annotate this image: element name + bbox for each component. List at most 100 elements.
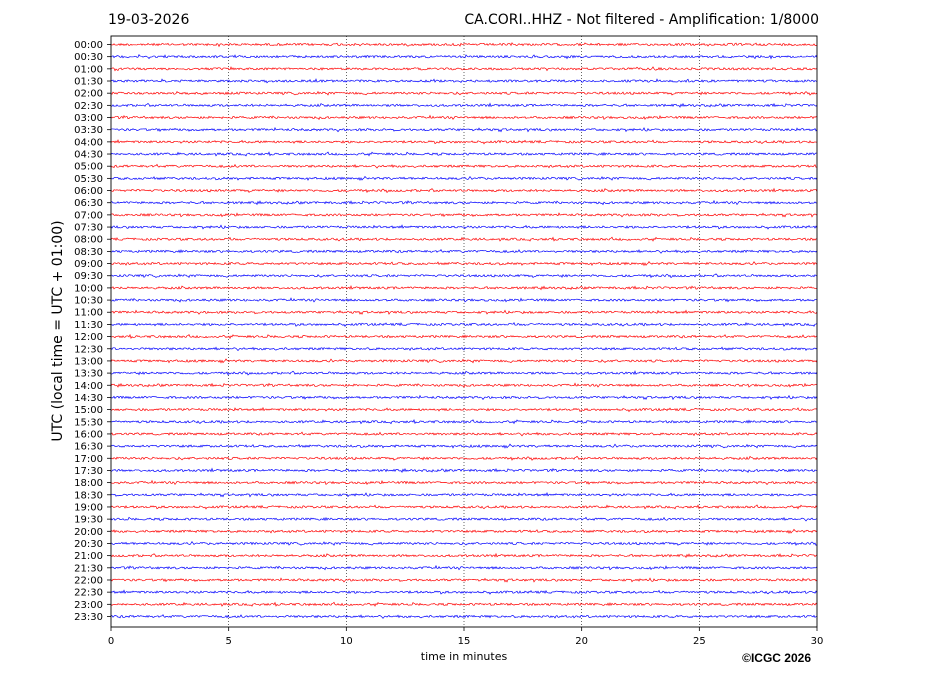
trace-line <box>110 443 818 449</box>
trace-line <box>110 78 818 84</box>
trace-line <box>110 358 818 364</box>
trace-line <box>110 431 818 437</box>
trace-line <box>110 504 818 510</box>
date-label: 19-03-2026 <box>108 12 190 28</box>
y-tick-label: 12:30 <box>74 344 103 355</box>
trace-line <box>110 224 818 230</box>
trace-line <box>110 346 818 352</box>
y-tick-label: 16:30 <box>74 442 103 453</box>
y-tick-label: 00:30 <box>74 52 103 63</box>
y-tick-label: 06:00 <box>74 186 103 197</box>
y-tick-label: 23:00 <box>74 600 103 611</box>
trace-line <box>110 577 818 583</box>
y-tick-label: 16:00 <box>74 429 103 440</box>
y-tick-label: 04:00 <box>74 137 103 148</box>
trace-line <box>110 321 818 328</box>
trace-line <box>110 127 818 133</box>
y-tick-label: 22:30 <box>74 588 103 599</box>
y-axis-label: UTC (local time = UTC + 01:00) <box>50 220 66 442</box>
y-tick-label: 22:00 <box>74 575 103 586</box>
plot-frame <box>110 35 818 628</box>
trace-line <box>110 394 818 401</box>
trace-line <box>110 479 818 486</box>
y-tick-label: 20:30 <box>74 539 103 550</box>
y-tick-label: 06:30 <box>74 198 103 209</box>
trace-line <box>110 212 818 218</box>
y-tick-label: 04:30 <box>74 150 103 161</box>
trace-line <box>110 66 818 72</box>
trace-line <box>110 102 818 108</box>
copyright-label: ©ICGC 2026 <box>742 651 811 665</box>
trace-line <box>110 541 818 547</box>
y-tick-label: 18:30 <box>74 490 103 501</box>
x-tick-label: 5 <box>225 636 231 647</box>
trace-line <box>110 248 818 254</box>
x-tick-label: 25 <box>693 636 706 647</box>
y-tick-label: 15:30 <box>74 417 103 428</box>
trace-line <box>110 139 818 145</box>
trace-line <box>110 467 818 474</box>
y-tick-label: 23:30 <box>74 612 103 623</box>
trace-line <box>110 601 818 607</box>
trace-line <box>110 90 818 96</box>
trace-line <box>110 528 818 534</box>
y-tick-label: 02:00 <box>74 89 103 100</box>
y-tick-label: 03:00 <box>74 113 103 124</box>
y-tick-label: 08:00 <box>74 235 103 246</box>
y-tick-label: 17:30 <box>74 466 103 477</box>
trace-line <box>110 455 818 461</box>
trace-line <box>110 406 818 413</box>
y-tick-label: 10:00 <box>74 283 103 294</box>
y-tick-label: 19:30 <box>74 515 103 526</box>
x-tick-label: 30 <box>811 636 824 647</box>
y-tick-label: 01:00 <box>74 64 103 75</box>
trace-line <box>110 564 818 571</box>
y-tick-label: 18:00 <box>74 478 103 489</box>
trace-line <box>110 419 818 425</box>
trace-line <box>110 552 818 559</box>
y-tick-label: 15:00 <box>74 405 103 416</box>
trace-line <box>110 614 818 619</box>
trace-line <box>110 163 818 169</box>
x-tick-label: 10 <box>340 636 353 647</box>
trace-line <box>110 54 818 60</box>
y-tick-label: 09:00 <box>74 259 103 270</box>
trace-line <box>110 284 818 291</box>
trace-line <box>110 589 818 595</box>
trace-line <box>110 261 818 267</box>
trace-line <box>110 382 818 388</box>
trace-line <box>110 492 818 498</box>
trace-line <box>110 175 818 182</box>
y-tick-label: 20:00 <box>74 527 103 538</box>
trace-line <box>110 297 818 303</box>
y-tick-label: 08:30 <box>74 247 103 258</box>
chart-title: CA.CORI..HHZ - Not filtered - Amplificat… <box>464 12 819 28</box>
y-tick-label: 14:00 <box>74 381 103 392</box>
y-tick-label: 07:00 <box>74 210 103 221</box>
x-tick-label: 0 <box>108 636 114 647</box>
y-tick-label: 03:30 <box>74 125 103 136</box>
y-tick-label: 10:30 <box>74 296 103 307</box>
y-tick-label: 13:00 <box>74 356 103 367</box>
y-tick-label: 07:30 <box>74 223 103 234</box>
trace-line <box>110 236 818 242</box>
y-tick-label: 21:00 <box>74 551 103 562</box>
trace-line <box>110 309 818 315</box>
trace-line <box>110 370 818 376</box>
trace-line <box>110 114 818 121</box>
x-axis-label: time in minutes <box>420 650 508 663</box>
y-tick-label: 13:30 <box>74 369 103 380</box>
y-tick-label: 11:30 <box>74 320 103 331</box>
trace-line <box>110 273 818 279</box>
y-tick-label: 05:00 <box>74 162 103 173</box>
y-tick-label: 11:00 <box>74 308 103 319</box>
y-tick-label: 00:00 <box>74 40 103 51</box>
trace-line <box>110 187 818 194</box>
y-tick-label: 14:30 <box>74 393 103 404</box>
y-tick-label: 12:00 <box>74 332 103 343</box>
x-tick-label: 20 <box>575 636 588 647</box>
y-tick-label: 21:30 <box>74 563 103 574</box>
y-tick-label: 02:30 <box>74 101 103 112</box>
trace-line <box>110 151 818 157</box>
y-tick-label: 01:30 <box>74 77 103 88</box>
